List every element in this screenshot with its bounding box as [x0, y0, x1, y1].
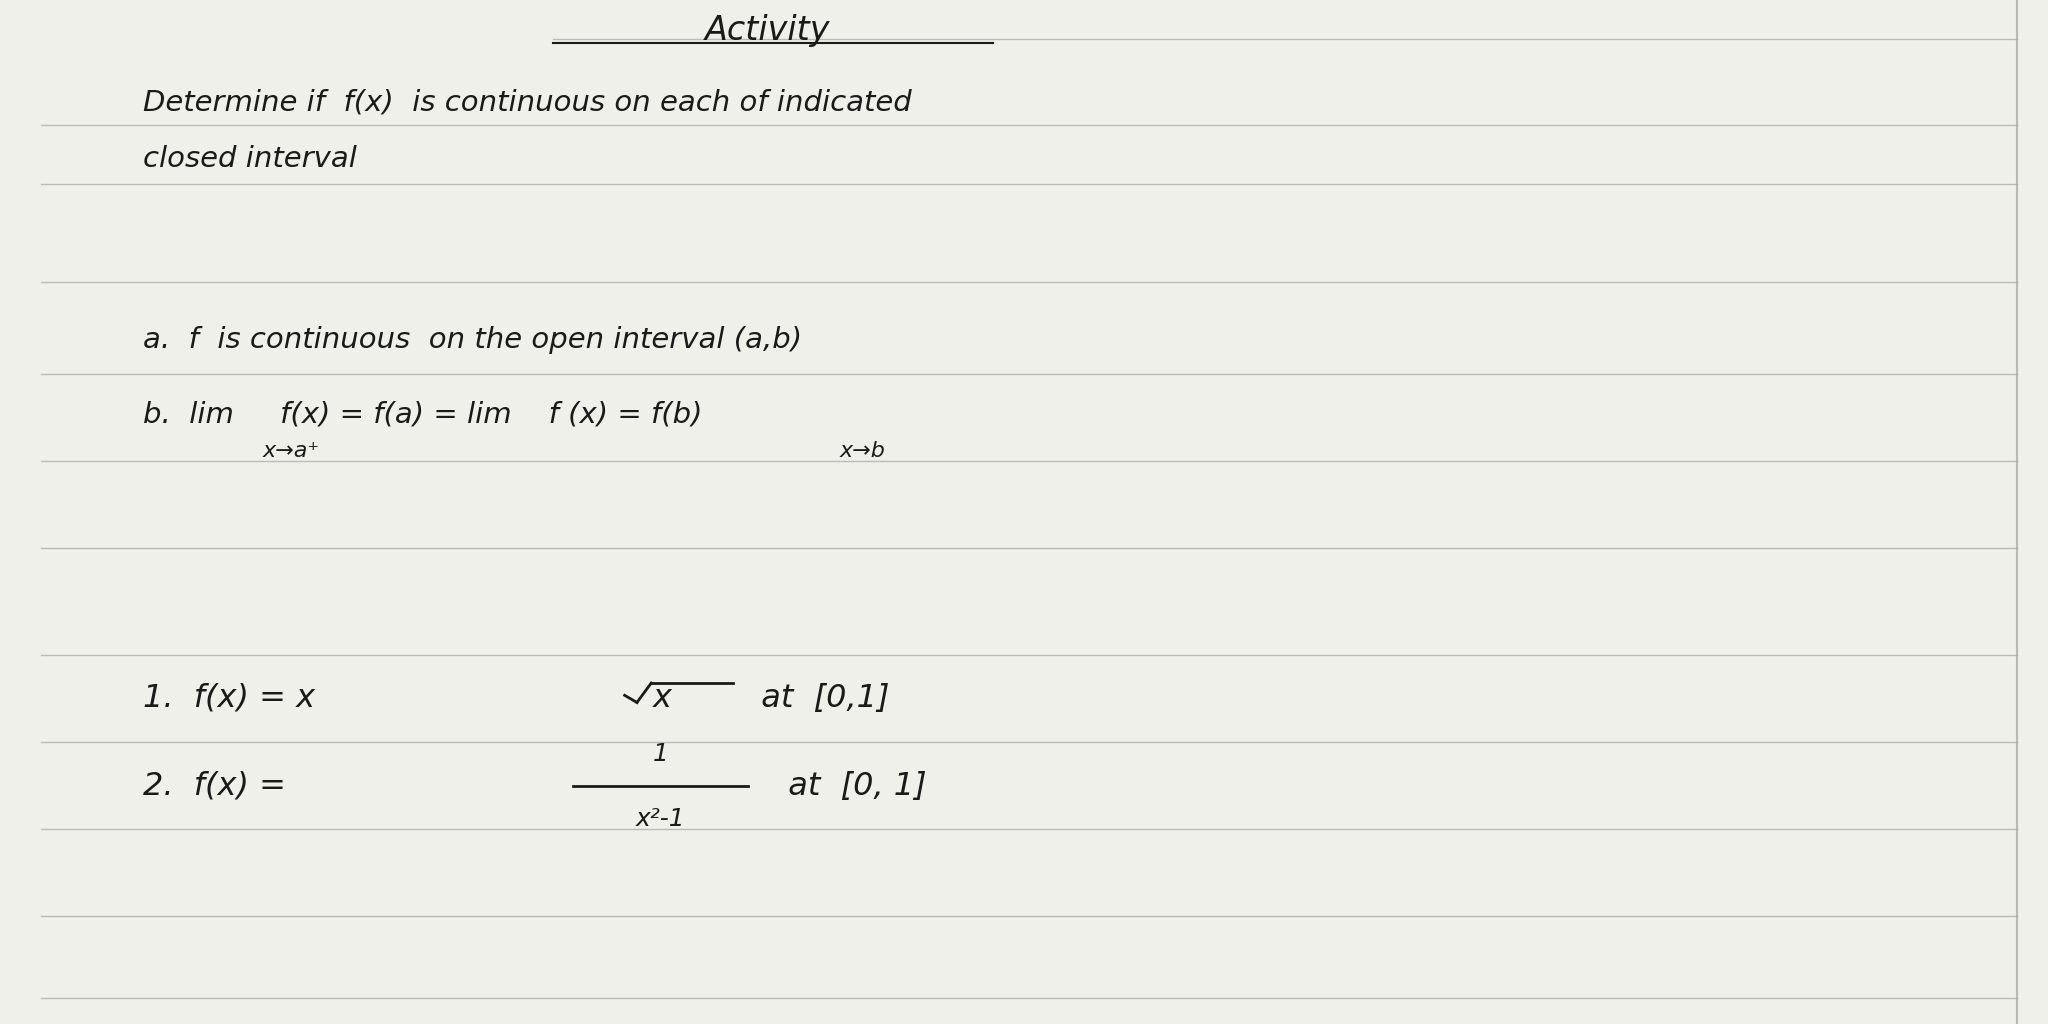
- Text: Determine if  f(x)  is continuous on each of indicated: Determine if f(x) is continuous on each …: [143, 88, 911, 117]
- Text: at  [0, 1]: at [0, 1]: [768, 771, 926, 802]
- Text: x→a⁺: x→a⁺: [262, 440, 319, 461]
- Text: 2.  f(x) =: 2. f(x) =: [143, 771, 287, 802]
- Text: x: x: [653, 683, 672, 714]
- Text: 1.  f(x) = x: 1. f(x) = x: [143, 683, 315, 714]
- Text: 1: 1: [653, 741, 668, 766]
- Text: Activity: Activity: [705, 14, 831, 47]
- Text: x→b: x→b: [840, 440, 885, 461]
- Text: b.  lim     f(x) = f(a) = lim    f (x) = f(b): b. lim f(x) = f(a) = lim f (x) = f(b): [143, 400, 702, 429]
- Text: x²-1: x²-1: [635, 807, 686, 831]
- Text: a.  f  is continuous  on the open interval (a,b): a. f is continuous on the open interval …: [143, 326, 803, 354]
- Text: closed interval: closed interval: [143, 144, 356, 173]
- Text: at  [0,1]: at [0,1]: [741, 683, 891, 714]
